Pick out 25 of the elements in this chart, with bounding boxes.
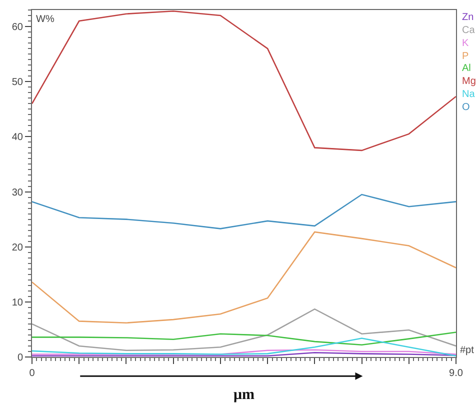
text: #pt: [460, 345, 474, 356]
y-tick-label: 20: [12, 242, 24, 254]
y-tick-label: 50: [12, 77, 24, 88]
series-label: Mg: [462, 76, 476, 87]
text: P: [462, 51, 469, 62]
line-series: [32, 231, 456, 324]
line-series: [32, 338, 456, 357]
text: Ca: [462, 25, 476, 36]
text: O: [462, 102, 470, 113]
text: Al: [462, 63, 471, 74]
y-tick-label: 40: [12, 132, 24, 144]
line-series: [32, 308, 456, 352]
y-tick-label: 10: [12, 297, 24, 308]
text: Zn: [462, 12, 474, 23]
text: K: [462, 38, 469, 49]
line-series: [32, 194, 456, 230]
y-tick-label: 30: [12, 187, 24, 198]
y-axis-title: W%: [36, 14, 54, 25]
y-tick-label: 60: [12, 22, 24, 34]
line-series: [32, 332, 456, 346]
x-tick-label: 9.0: [449, 368, 464, 379]
x-axis-title: μm: [234, 387, 256, 403]
text: Na: [462, 89, 476, 100]
line-series: [32, 10, 456, 152]
y-tick-label: 0: [17, 352, 24, 364]
